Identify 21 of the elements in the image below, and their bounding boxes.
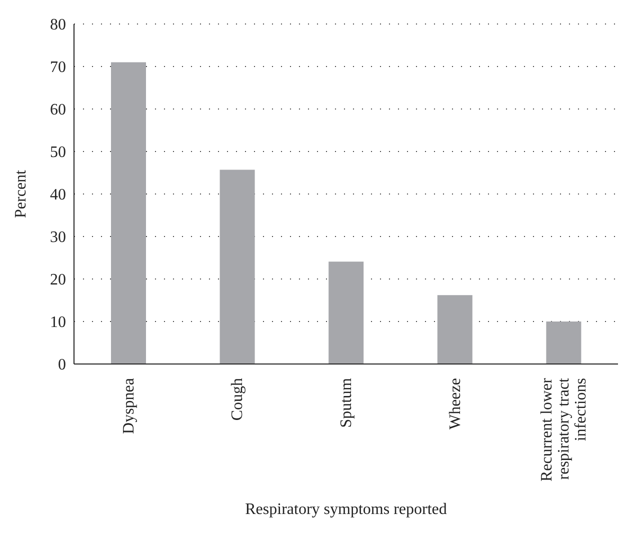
y-tick-label: 80 — [50, 16, 66, 34]
y-tick-label: 10 — [50, 314, 66, 332]
y-tick-label: 70 — [50, 59, 66, 76]
y-tick-label: 30 — [50, 229, 66, 246]
x-axis-title: Respiratory symptoms reported — [245, 501, 447, 518]
y-tick-label: 60 — [50, 102, 66, 119]
x-tick-label: Recurrent lower respiratory tract infections — [538, 377, 590, 482]
bar — [328, 262, 364, 364]
y-tick-label: 20 — [50, 272, 66, 289]
y-axis-title: Percent — [12, 169, 30, 218]
bar — [437, 295, 472, 364]
bar — [220, 170, 255, 364]
y-tick-label: 50 — [50, 144, 66, 162]
y-tick-label: 0 — [58, 356, 66, 374]
y-tick-label: 40 — [50, 186, 66, 204]
x-tick-label: Wheeze — [446, 378, 464, 430]
bar — [110, 62, 146, 364]
x-tick-label: Dyspnea — [120, 378, 138, 434]
bar — [546, 322, 582, 364]
x-tick-label: Cough — [229, 378, 246, 421]
x-tick-label: Sputum — [338, 377, 355, 428]
